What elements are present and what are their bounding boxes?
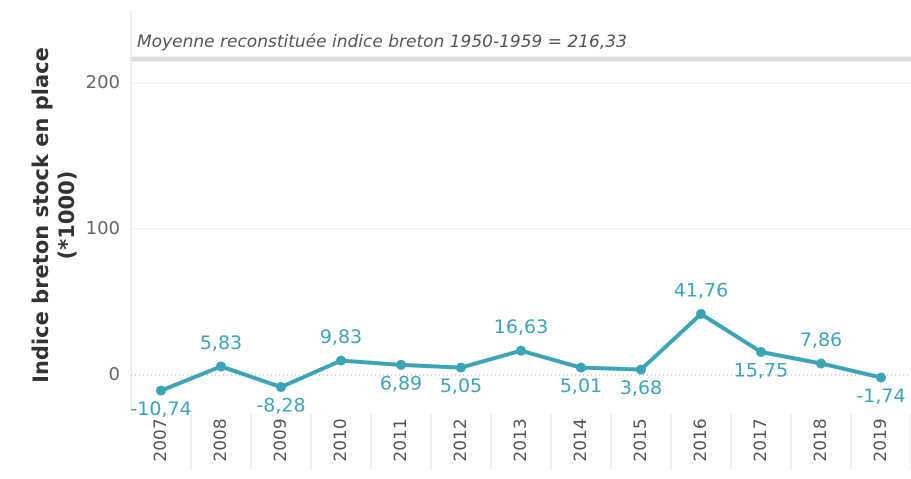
x-tick-label: 2012 — [451, 418, 471, 461]
y-axis-label: (*1000) — [55, 171, 79, 260]
x-tick-label: 2011 — [391, 418, 411, 461]
point — [696, 309, 706, 319]
data-label: 7,86 — [800, 329, 842, 351]
point — [876, 372, 886, 383]
x-tick-label: 2008 — [211, 418, 231, 461]
data-label: 16,63 — [494, 316, 548, 338]
x-tick-label: 2009 — [271, 418, 291, 461]
data-label: 3,68 — [620, 377, 662, 399]
x-tick-label: 2013 — [511, 418, 531, 461]
x-tick-label: 2019 — [871, 418, 891, 461]
x-tick-label: 2018 — [811, 418, 831, 461]
point — [156, 385, 166, 396]
point — [516, 345, 526, 356]
data-label: -1,74 — [856, 385, 905, 407]
data-label: 5,05 — [440, 375, 482, 397]
data-label: 5,83 — [200, 332, 242, 354]
point — [456, 362, 466, 373]
data-label: 5,01 — [560, 375, 602, 397]
point — [756, 346, 766, 357]
y-tick-label: 100 — [86, 218, 120, 239]
point — [576, 362, 586, 373]
data-label: 15,75 — [734, 359, 788, 381]
x-tick-label: 2007 — [151, 418, 171, 461]
x-tick-label: 2014 — [571, 418, 591, 461]
y-tick-label: 0 — [109, 364, 120, 385]
data-label: 6,89 — [380, 372, 422, 394]
point — [396, 359, 406, 370]
data-label: -8,28 — [256, 395, 305, 417]
x-tick-label: 2015 — [631, 418, 651, 461]
point — [276, 382, 286, 393]
x-tick-label: 2010 — [331, 418, 351, 461]
point — [636, 364, 646, 375]
data-label: 41,76 — [674, 280, 728, 302]
y-axis-label: Indice breton stock en place — [29, 47, 53, 383]
x-tick-label: 2017 — [751, 418, 771, 461]
x-tick-label: 2016 — [691, 418, 711, 461]
data-label: 9,83 — [320, 326, 362, 348]
reference-label: Moyenne reconstituée indice breton 1950-… — [137, 32, 627, 52]
y-tick-label: 200 — [86, 72, 120, 93]
point — [216, 361, 226, 372]
data-label: -10,74 — [130, 398, 191, 420]
point — [336, 355, 346, 366]
point — [816, 358, 826, 369]
